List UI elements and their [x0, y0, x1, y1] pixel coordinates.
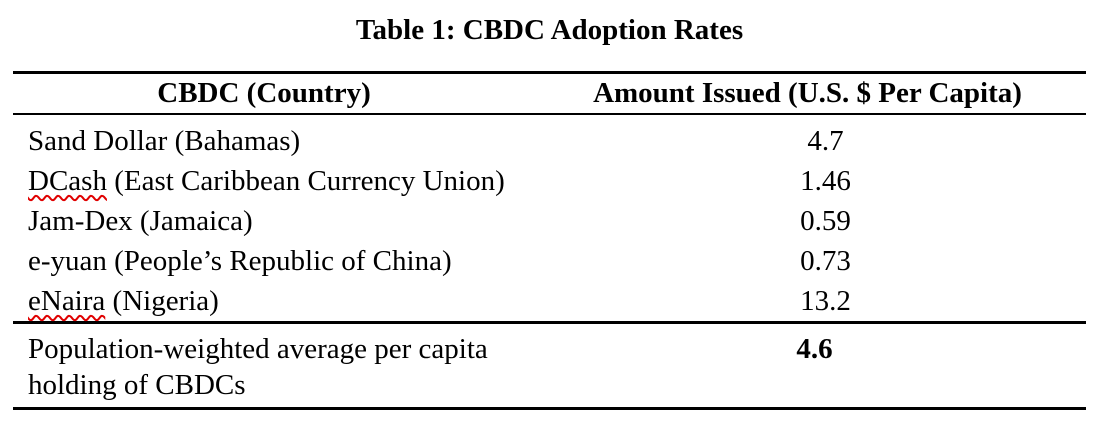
footer-label-line2: holding of CBDCs — [28, 369, 246, 401]
table-top-rule — [13, 71, 1086, 74]
column-header-amount: Amount Issued (U.S. $ Per Capita) — [593, 77, 1022, 109]
table-body: Sand Dollar (Bahamas) 4.7 DCash (East Ca… — [13, 115, 1086, 321]
row-value: 0.59 — [800, 204, 851, 237]
row-label-text: (East Caribbean Currency Union) — [106, 164, 505, 197]
row-label: Jam-Dex (Jamaica) — [13, 205, 515, 238]
row-label-text: Jam-Dex (Jamaica) — [28, 204, 253, 237]
row-label: e-yuan (People’s Republic of China) — [13, 245, 515, 278]
table-row: Jam-Dex (Jamaica) 0.59 — [13, 201, 1086, 241]
misspelled-word: DCash — [28, 164, 107, 197]
row-label-text: Sand Dollar (Bahamas) — [28, 124, 301, 157]
misspelled-word: eNaira — [28, 284, 106, 317]
column-header-country: CBDC (Country) — [157, 77, 371, 109]
table-title: Table 1: CBDC Adoption Rates — [355, 14, 744, 46]
header-divider-rule — [13, 113, 1086, 115]
footer-divider-rule — [13, 321, 1086, 324]
table-row: e-yuan (People’s Republic of China) 0.73 — [13, 241, 1086, 281]
row-label: DCash (East Caribbean Currency Union) — [13, 165, 515, 198]
row-value: 13.2 — [800, 284, 851, 317]
table-header-row: CBDC (Country) Amount Issued (U.S. $ Per… — [13, 74, 1086, 113]
table-row: eNaira (Nigeria) 13.2 — [13, 281, 1086, 321]
row-label-text: e-yuan (People’s Republic of China) — [28, 244, 452, 277]
table-footer-row: Population-weighted average per capita h… — [13, 324, 1086, 407]
footer-label: Population-weighted average per capita h… — [13, 331, 515, 403]
row-label: eNaira (Nigeria) — [13, 285, 515, 318]
table-row: DCash (East Caribbean Currency Union) 1.… — [13, 161, 1086, 201]
table-bottom-rule — [13, 407, 1086, 410]
row-value: 4.7 — [807, 124, 844, 157]
footer-label-line1: Population-weighted average per capita — [28, 333, 488, 365]
row-label: Sand Dollar (Bahamas) — [13, 125, 515, 158]
row-label-text: (Nigeria) — [105, 284, 219, 317]
row-value: 1.46 — [800, 164, 851, 197]
row-value: 0.73 — [800, 244, 851, 277]
table-row: Sand Dollar (Bahamas) 4.7 — [13, 121, 1086, 161]
footer-value: 4.6 — [796, 333, 833, 365]
cbdc-adoption-table: CBDC (Country) Amount Issued (U.S. $ Per… — [13, 71, 1086, 410]
